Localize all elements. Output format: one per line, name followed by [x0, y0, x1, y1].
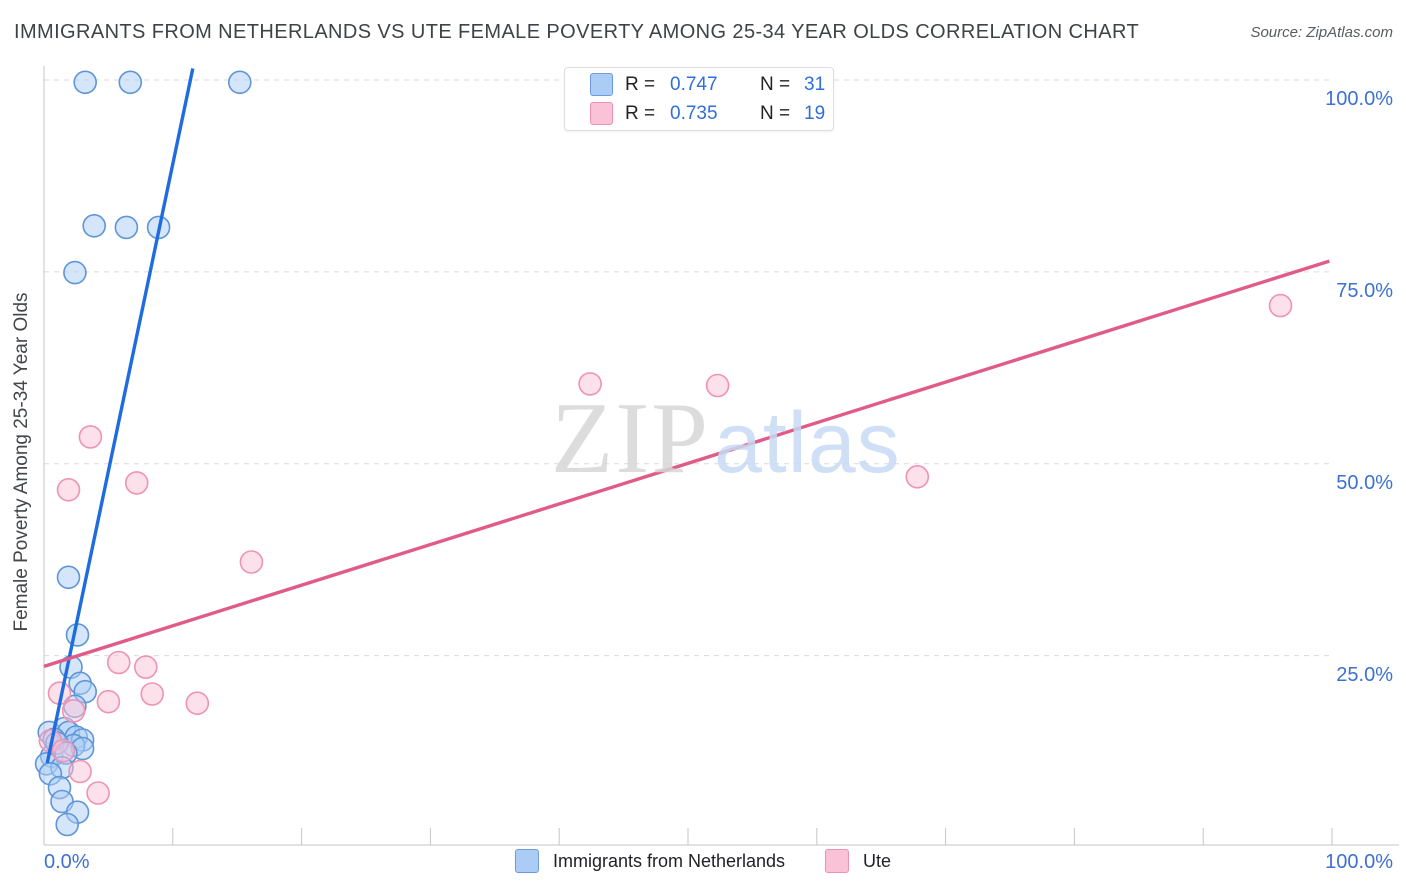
x-tick-label-100: 100.0%	[1325, 851, 1393, 873]
y-axis-label: Female Poverty Among 25-34 Year Olds	[11, 292, 32, 632]
scatter-point-ute[interactable]	[140, 682, 164, 706]
scatter-point-ute[interactable]	[106, 650, 131, 675]
page-title: IMMIGRANTS FROM NETHERLANDS VS UTE FEMAL…	[14, 21, 1140, 43]
r-value: 0.747	[670, 73, 718, 95]
y-tick-label-75: 75.0%	[1336, 279, 1393, 302]
scatter-point-ute[interactable]	[578, 372, 602, 396]
scatter-point-immigrants-from-netherlands[interactable]	[73, 70, 97, 95]
scatter-point-immigrants-from-netherlands[interactable]	[65, 623, 90, 647]
legend-row-netherlands: R = 0.747 N = 31	[565, 72, 833, 97]
scatter-point-ute[interactable]	[96, 689, 121, 714]
correlation-legend: R = 0.747 N = 31 R = 0.735 N = 19	[564, 67, 834, 131]
scatter-point-ute[interactable]	[705, 373, 730, 398]
ute-swatch	[590, 102, 613, 125]
scatter-point-ute[interactable]	[78, 425, 103, 449]
scatter-point-ute[interactable]	[1268, 293, 1293, 318]
ute-swatch	[825, 849, 850, 873]
scatter-point-immigrants-from-netherlands[interactable]	[118, 70, 143, 95]
n-value: 19	[804, 102, 826, 124]
scatter-point-ute[interactable]	[239, 550, 264, 574]
x-tick-label-0: 0.0%	[44, 851, 90, 873]
n-label: N =	[760, 102, 791, 124]
source-link[interactable]: Source: ZipAtlas.com	[1250, 24, 1393, 41]
n-label: N =	[760, 73, 791, 95]
scatter-point-ute[interactable]	[86, 781, 110, 805]
scatter-point-immigrants-from-netherlands[interactable]	[63, 260, 87, 285]
r-value: 0.735	[670, 102, 718, 124]
r-label: R =	[625, 73, 656, 95]
scatter-point-immigrants-from-netherlands[interactable]	[55, 812, 79, 837]
trend-line-immigrants-from-netherlands	[45, 68, 195, 764]
netherlands-swatch	[514, 849, 539, 873]
scatter-point-ute[interactable]	[185, 691, 210, 716]
ute-series-label: Ute	[863, 850, 892, 871]
scatter-point-ute[interactable]	[56, 477, 81, 502]
netherlands-swatch	[590, 73, 613, 96]
y-tick-label-25: 25.0%	[1336, 663, 1393, 686]
scatter-point-ute[interactable]	[61, 699, 86, 723]
scatter-point-ute[interactable]	[124, 471, 149, 495]
scatter-point-ute[interactable]	[905, 464, 930, 489]
y-tick-label-100: 100.0%	[1325, 88, 1393, 110]
scatter-point-immigrants-from-netherlands[interactable]	[82, 214, 106, 238]
scatter-point-immigrants-from-netherlands[interactable]	[56, 565, 81, 590]
scatter-point-ute[interactable]	[68, 759, 92, 784]
legend-row-ute: R = 0.735 N = 19	[565, 101, 833, 126]
netherlands-series-label: Immigrants from Netherlands	[552, 850, 786, 871]
series-legend: Immigrants from Netherlands Ute	[514, 849, 892, 873]
n-value: 31	[804, 73, 826, 95]
scatter-point-ute[interactable]	[134, 655, 158, 679]
y-tick-label-50: 50.0%	[1336, 471, 1393, 494]
scatter-point-ute[interactable]	[51, 738, 76, 763]
trend-line-ute	[43, 259, 1330, 669]
r-label: R =	[625, 102, 656, 124]
scatter-point-immigrants-from-netherlands[interactable]	[228, 70, 252, 95]
scatter-point-immigrants-from-netherlands[interactable]	[114, 215, 139, 240]
